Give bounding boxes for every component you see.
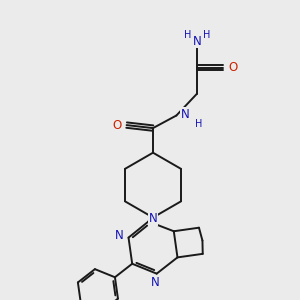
Text: N: N bbox=[151, 275, 160, 289]
Text: N: N bbox=[115, 229, 124, 242]
Text: N: N bbox=[148, 212, 158, 226]
Text: O: O bbox=[228, 61, 237, 74]
Text: H: H bbox=[195, 119, 203, 129]
Text: H: H bbox=[203, 29, 210, 40]
Text: O: O bbox=[112, 118, 122, 132]
Text: N: N bbox=[180, 107, 189, 121]
Text: N: N bbox=[192, 35, 201, 48]
Text: H: H bbox=[184, 29, 191, 40]
